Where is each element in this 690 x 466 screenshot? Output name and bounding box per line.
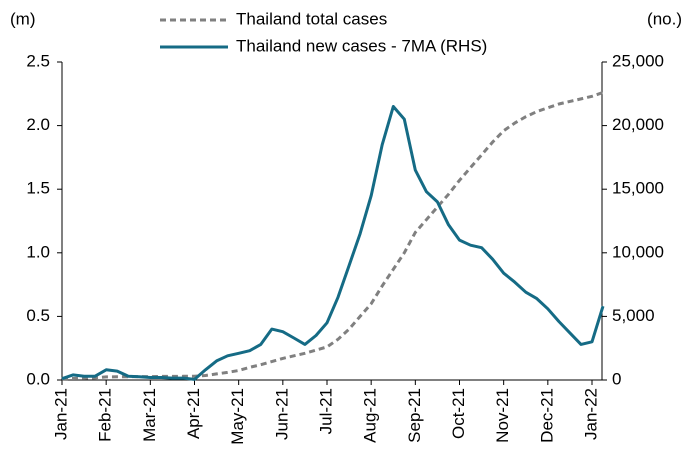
x-tick-label: Mar-21 [140, 388, 159, 442]
y2-tick-label: 15,000 [612, 179, 664, 198]
legend-label: Thailand total cases [236, 9, 387, 28]
x-tick-label: Jun-21 [272, 388, 291, 440]
x-tick-label: Jan-21 [51, 388, 70, 440]
y-tick-label: 1.0 [26, 242, 50, 261]
legend-label: Thailand new cases - 7MA (RHS) [236, 36, 487, 55]
y2-tick-label: 5,000 [612, 306, 655, 325]
y2-tick-label: 20,000 [612, 115, 664, 134]
x-tick-label: Feb-21 [96, 388, 115, 442]
x-tick-label: Oct-21 [449, 388, 468, 439]
series-line [61, 105, 605, 381]
x-tick-label: Sep-21 [405, 388, 424, 443]
series-line [61, 91, 604, 381]
y2-axis-unit: (no.) [647, 9, 682, 28]
x-tick-label: Nov-21 [493, 388, 512, 443]
y-tick-label: 2.5 [26, 51, 50, 70]
y-tick-label: 2.0 [26, 115, 50, 134]
y-axis-unit: (m) [10, 9, 35, 28]
y2-tick-label: 25,000 [612, 51, 664, 70]
x-tick-label: May-21 [228, 388, 247, 445]
y-tick-label: 0.0 [26, 369, 50, 388]
x-tick-label: Jul-21 [316, 388, 335, 434]
x-tick-label: Jan-22 [581, 388, 600, 440]
x-tick-label: Apr-21 [184, 388, 203, 439]
y-tick-label: 0.5 [26, 306, 50, 325]
y2-tick-label: 0 [612, 369, 621, 388]
x-tick-label: Dec-21 [537, 388, 556, 443]
x-tick-label: Aug-21 [361, 388, 380, 443]
y-tick-label: 1.5 [26, 179, 50, 198]
y2-tick-label: 10,000 [612, 242, 664, 261]
